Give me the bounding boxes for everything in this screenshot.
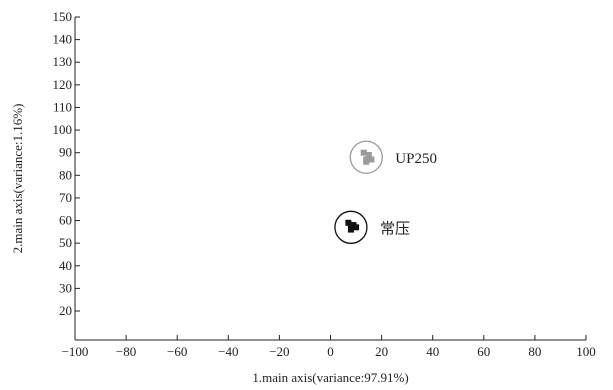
y-tick-label: 150: [53, 9, 73, 24]
x-tick-label: −40: [218, 344, 238, 359]
y-tick-label: 90: [59, 145, 72, 160]
x-ticks: −100 −80 −60 −40 −20 0 20 40 60 80 100: [62, 335, 596, 359]
x-tick-label: −60: [167, 344, 187, 359]
y-tick-label: 140: [53, 32, 73, 47]
y-tick-label: 50: [59, 235, 72, 250]
x-tick-label: −20: [269, 344, 289, 359]
y-tick-label: 120: [53, 77, 73, 92]
data-point: [345, 219, 352, 226]
data-point: [360, 149, 367, 156]
y-tick-label: 30: [59, 280, 72, 295]
y-tick-label: 40: [59, 258, 72, 273]
group-0: UP250: [349, 140, 437, 174]
group-label: 常压: [380, 220, 410, 237]
group-1: 常压: [334, 210, 410, 244]
y-ticks: 20 30 40 50 60 70 80 90 100 110 120 130 140 150: [53, 9, 80, 318]
data-point: [347, 226, 354, 233]
data-point: [353, 224, 360, 231]
group-ellipse: [349, 140, 383, 174]
x-tick-label: 100: [576, 344, 596, 359]
data-groups: UP250 常压: [334, 140, 437, 244]
y-tick-label: 70: [59, 190, 72, 205]
x-tick-label: 80: [528, 344, 541, 359]
x-tick-label: −100: [62, 344, 89, 359]
axes: [74, 17, 586, 341]
group-ellipse: [334, 210, 368, 244]
x-tick-label: −80: [116, 344, 136, 359]
group-label: UP250: [395, 151, 437, 167]
x-tick-label: 60: [477, 344, 490, 359]
y-tick-label: 110: [53, 99, 72, 114]
y-tick-label: 130: [53, 54, 73, 69]
x-tick-label: 0: [327, 344, 334, 359]
data-point: [363, 158, 370, 165]
y-tick-label: 60: [59, 213, 72, 228]
y-tick-label: 20: [59, 303, 72, 318]
x-tick-label: 40: [426, 344, 439, 359]
y-axis-title: 2.main axis(variance:1.16%): [10, 104, 25, 254]
x-axis-title: 1.main axis(variance:97.91%): [252, 370, 408, 385]
y-tick-label: 80: [59, 167, 72, 182]
y-tick-label: 100: [53, 122, 73, 137]
x-tick-label: 20: [375, 344, 388, 359]
data-point: [368, 156, 375, 163]
data-point: [365, 151, 372, 158]
